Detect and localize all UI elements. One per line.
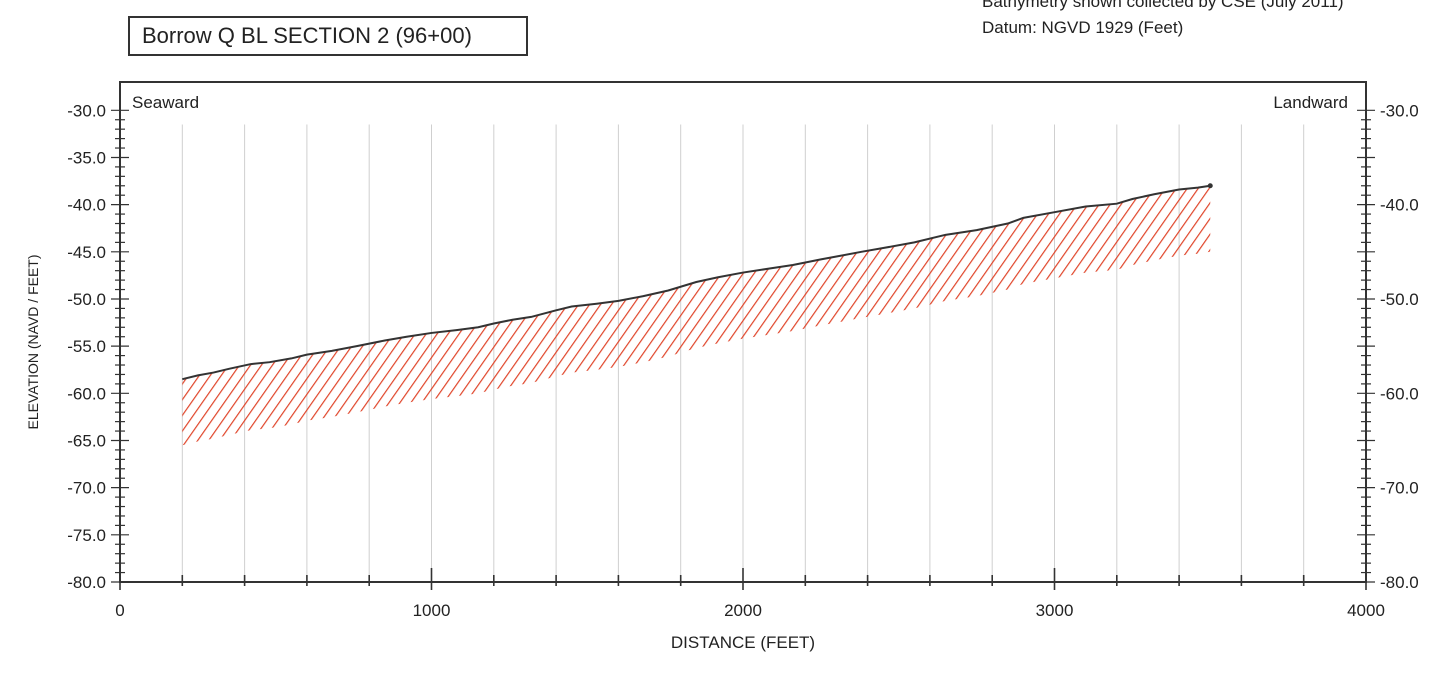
profile-end-point (1207, 183, 1213, 189)
x-tick-label: 4000 (1347, 601, 1385, 620)
y-tick-label-left: -30.0 (67, 101, 106, 120)
y-tick-label-right: -80.0 (1380, 573, 1419, 592)
y-tick-label-left: -80.0 (67, 573, 106, 592)
datum-note: Datum: NGVD 1929 (Feet) (982, 18, 1184, 37)
hatched-band (182, 185, 1211, 446)
y-tick-label-left: -75.0 (67, 526, 106, 545)
x-tick-label: 3000 (1036, 601, 1074, 620)
y-tick-label-left: -60.0 (67, 384, 106, 403)
y-tick-label-right: -40.0 (1380, 196, 1419, 215)
bathymetry-note: Bathymetry shown collected by CSE (July … (982, 0, 1344, 11)
y-tick-label-left: -50.0 (67, 290, 106, 309)
y-tick-label-left: -35.0 (67, 148, 106, 167)
x-tick-label: 2000 (724, 601, 762, 620)
y-tick-label-left: -65.0 (67, 431, 106, 450)
seaward-label: Seaward (132, 93, 199, 112)
y-tick-label-left: -70.0 (67, 479, 106, 498)
landward-label: Landward (1273, 93, 1348, 112)
y-tick-label-left: -45.0 (67, 243, 106, 262)
profile-line (182, 184, 1211, 381)
y-tick-label-right: -70.0 (1380, 479, 1419, 498)
y-tick-label-right: -60.0 (1380, 384, 1419, 403)
profile-line-layer (182, 183, 1213, 381)
x-tick-label: 0 (115, 601, 124, 620)
y-tick-label-right: -50.0 (1380, 290, 1419, 309)
x-tick-label: 1000 (413, 601, 451, 620)
fill-band-layer (182, 185, 1211, 446)
x-axis-title: DISTANCE (FEET) (671, 633, 815, 652)
y-axis-title: ELEVATION (NAVD / FEET) (25, 254, 41, 429)
y-tick-label-right: -30.0 (1380, 101, 1419, 120)
chart-title: Borrow Q BL SECTION 2 (96+00) (128, 16, 528, 56)
y-tick-label-left: -40.0 (67, 196, 106, 215)
y-tick-label-left: -55.0 (67, 337, 106, 356)
axes-layer: -30.0 -35.0 -40.0 -45.0 -50.0 -55.0 -60.0 -65.0… (67, 101, 1419, 620)
